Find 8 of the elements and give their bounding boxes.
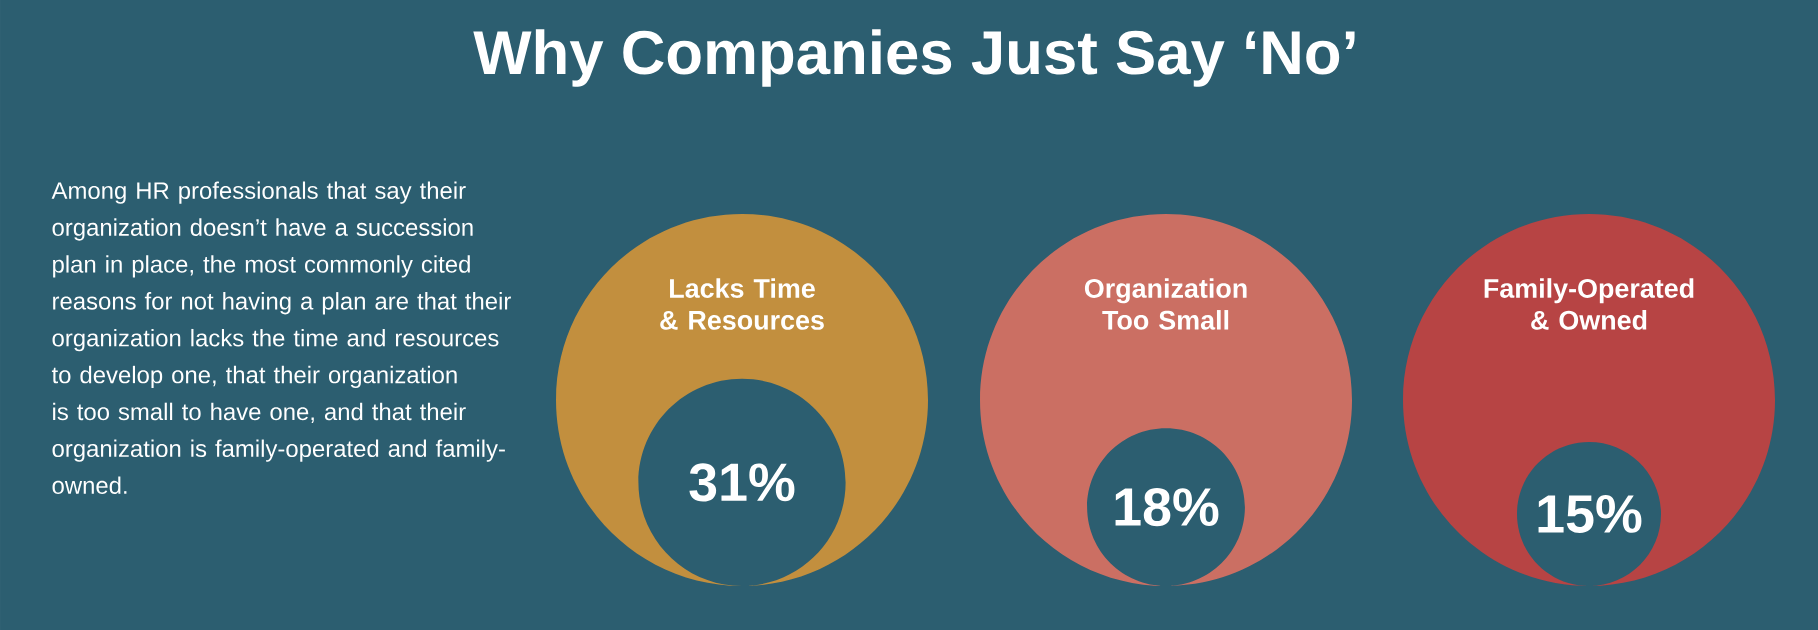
data-label: 31% bbox=[689, 463, 795, 502]
category-label: Lacks Time & Resources bbox=[660, 278, 824, 330]
text: Why Companies Just Say ‘No’ bbox=[473, 29, 1355, 87]
data-label: 18% bbox=[1115, 488, 1219, 527]
text: Among HR professionals that say their organization doesn’t have a succession plan in place, the most commonly cited reasons for not having a plan are that their organization lacks the time and resources to develop one, that their organization is too small to have one, and that their organization is family-operated and family-owned. bbox=[51, 181, 511, 494]
category-label: Family-Operated & Owned bbox=[1484, 278, 1694, 330]
data-label: 15% bbox=[1538, 495, 1642, 533]
category-label: Organization Too Small bbox=[1084, 278, 1247, 330]
